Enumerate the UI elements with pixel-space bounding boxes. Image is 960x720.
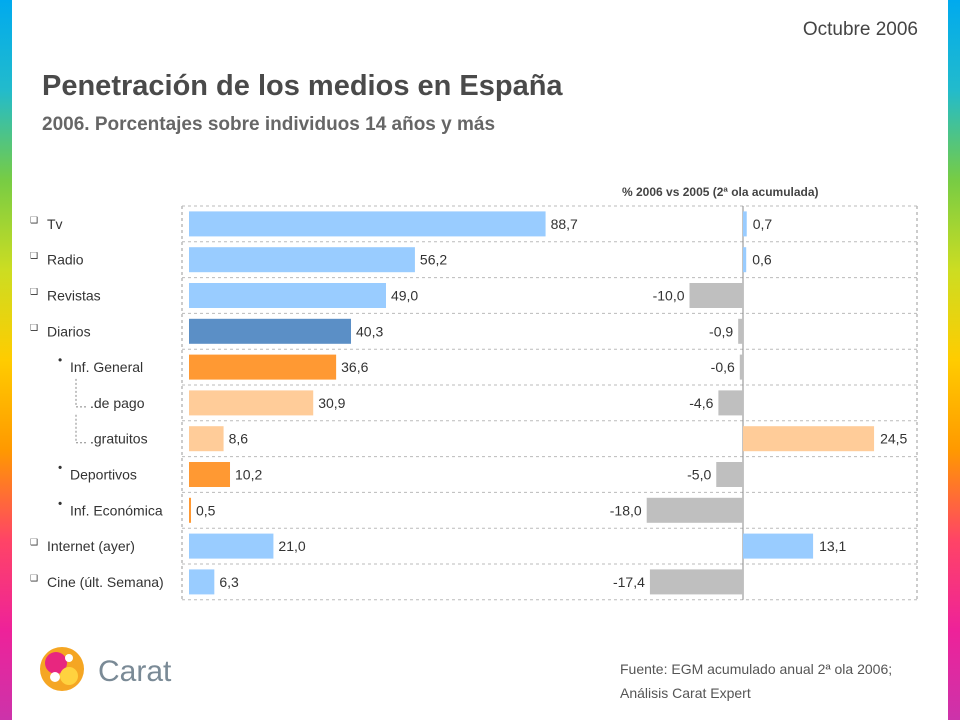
category-label: Diarios [47, 323, 91, 339]
change-value-label: -18,0 [610, 502, 642, 518]
square-bullet-icon: ❑ [30, 251, 38, 261]
change-value-label: 0,6 [752, 252, 772, 268]
category-label: Inf. General [70, 359, 143, 375]
penetration-bar [189, 390, 314, 416]
change-bar [649, 569, 743, 595]
change-bar [646, 497, 743, 523]
category-label: .gratuitos [90, 431, 148, 447]
change-chart-header: % 2006 vs 2005 (2ª ola acumulada) [622, 185, 819, 199]
penetration-bar [189, 533, 274, 559]
category-label: .de pago [90, 395, 145, 411]
penetration-value-label: 10,2 [235, 467, 262, 483]
penetration-value-label: 40,3 [356, 323, 383, 339]
tree-connector [75, 378, 88, 408]
penetration-bar [189, 211, 546, 237]
page-subtitle: 2006. Porcentajes sobre individuos 14 añ… [42, 114, 496, 135]
source-line-2: Análisis Carat Expert [620, 685, 751, 701]
source-line-1: Fuente: EGM acumulado anual 2ª ola 2006; [620, 661, 893, 677]
dot-bullet-icon: • [58, 496, 62, 510]
square-bullet-icon: ❑ [30, 537, 38, 547]
change-value-label: -0,9 [709, 323, 733, 339]
change-value-label: -10,0 [653, 288, 685, 304]
change-value-label: 24,5 [880, 431, 907, 447]
category-label: Revistas [47, 288, 101, 304]
dot-bullet-icon: • [58, 461, 62, 475]
category-label: Deportivos [70, 467, 137, 483]
category-label: Internet (ayer) [47, 538, 135, 554]
square-bullet-icon: ❑ [30, 322, 38, 332]
carat-logo: Carat [36, 643, 186, 708]
category-label: Tv [47, 216, 63, 232]
change-bar [743, 533, 814, 559]
change-bar [743, 211, 747, 237]
category-label: Cine (últ. Semana) [47, 574, 164, 590]
change-bar [743, 247, 747, 273]
penetration-value-label: 30,9 [318, 395, 345, 411]
penetration-value-label: 8,6 [229, 431, 249, 447]
change-bar [718, 390, 743, 416]
logo-text: Carat [98, 655, 172, 688]
category-label: Radio [47, 252, 84, 268]
date-label: Octubre 2006 [802, 19, 918, 40]
penetration-value-label: 36,6 [341, 359, 368, 375]
penetration-value-label: 21,0 [278, 538, 305, 554]
square-bullet-icon: ❑ [30, 287, 38, 297]
change-value-label: 13,1 [819, 538, 846, 554]
penetration-value-label: 56,2 [420, 252, 447, 268]
penetration-bar [189, 462, 231, 487]
penetration-bar [189, 497, 192, 523]
change-value-label: -0,6 [711, 359, 735, 375]
change-value-label: 0,7 [753, 216, 773, 232]
change-value-label: -5,0 [687, 467, 711, 483]
penetration-bar [189, 247, 415, 273]
change-bar [738, 318, 743, 344]
change-bar [743, 426, 875, 452]
left-color-stripe [0, 0, 12, 720]
change-value-label: -4,6 [689, 395, 713, 411]
dot-bullet-icon: • [58, 353, 62, 367]
change-value-label: -17,4 [613, 574, 645, 590]
change-bar [689, 283, 743, 308]
penetration-value-label: 0,5 [196, 502, 216, 518]
penetration-bar [189, 354, 337, 380]
change-bar [739, 354, 743, 380]
square-bullet-icon: ❑ [30, 573, 38, 583]
penetration-bar [189, 426, 224, 452]
penetration-bar [189, 283, 386, 308]
tree-connector [75, 414, 88, 444]
penetration-value-label: 6,3 [219, 574, 239, 590]
category-label: Inf. Económica [70, 502, 163, 518]
square-bullet-icon: ❑ [30, 215, 38, 225]
penetration-bar [189, 318, 352, 344]
penetration-value-label: 88,7 [551, 216, 578, 232]
page-title: Penetración de los medios en España [42, 70, 563, 102]
penetration-value-label: 49,0 [391, 288, 418, 304]
change-bar [716, 462, 743, 487]
penetration-bar [189, 569, 215, 595]
right-color-stripe [948, 0, 960, 720]
